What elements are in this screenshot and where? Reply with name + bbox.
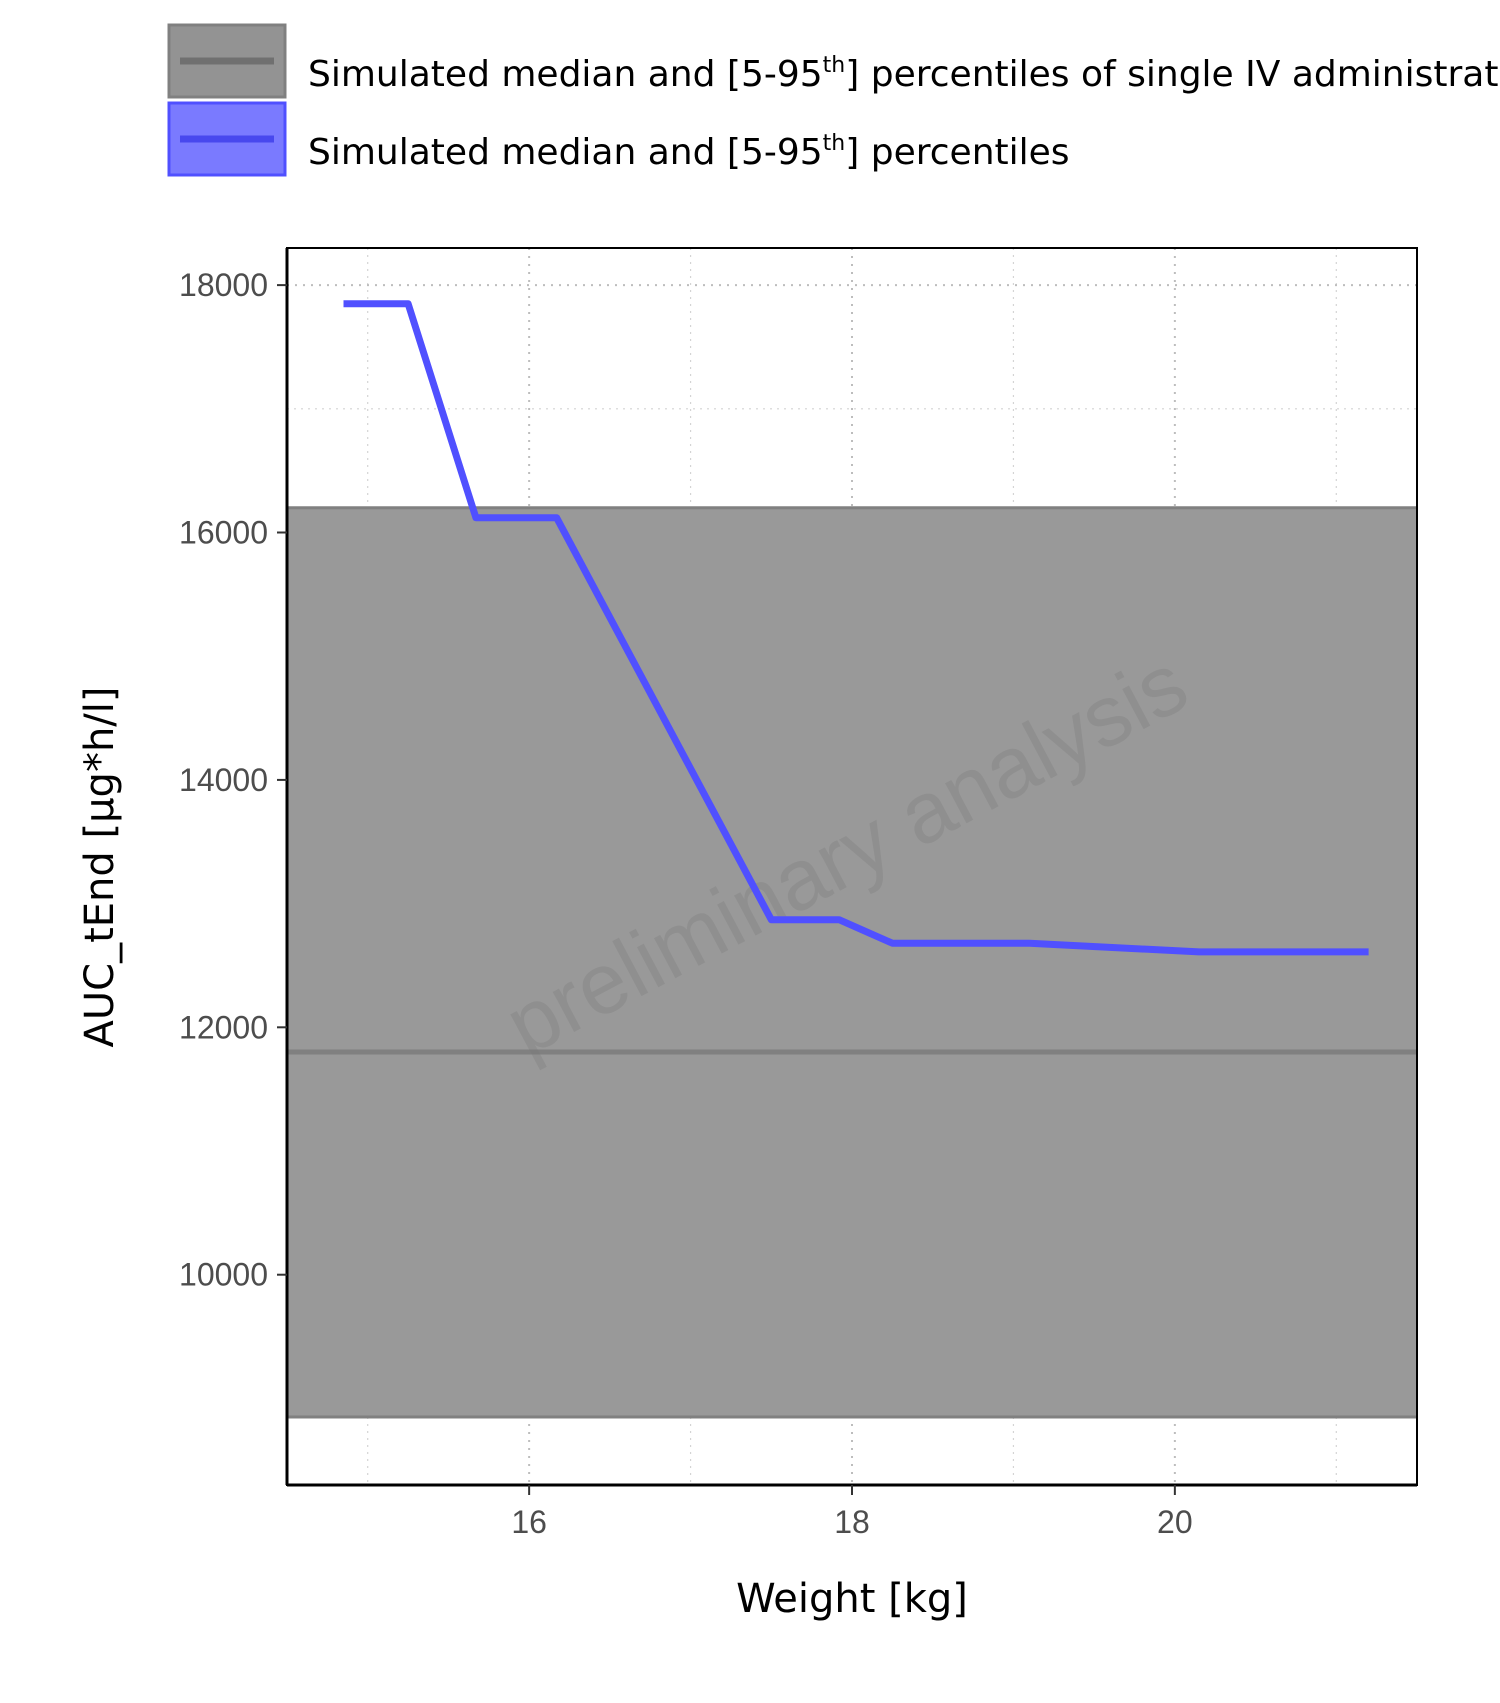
y-tick-label: 10000 [179, 1257, 268, 1293]
legend: Simulated median and [5-95th] percentile… [167, 23, 1500, 177]
reference-band [287, 506, 1417, 1419]
series-line [343, 300, 1369, 956]
reference-band-area [287, 507, 1417, 1417]
series-layer [343, 300, 1369, 956]
x-tick-label: 16 [511, 1504, 547, 1540]
y-axis-title: AUC_tEnd [µg*h/l] [77, 687, 123, 1048]
y-tick-label: 14000 [179, 762, 268, 798]
legend-label-simulation: Simulated median and [5-95th] percentile… [308, 131, 1070, 173]
y-axis-ticks: 10000 12000 14000 16000 18000 [179, 267, 287, 1293]
legend-item-reference: Simulated median and [5-95th] percentile… [167, 23, 1500, 99]
x-axis-title: Weight [kg] [736, 1576, 968, 1622]
x-tick-label: 20 [1157, 1504, 1193, 1540]
y-tick-label: 12000 [179, 1009, 268, 1045]
legend-item-simulation: Simulated median and [5-95th] percentile… [167, 101, 1070, 177]
x-tick-label: 18 [834, 1504, 870, 1540]
x-axis-ticks: 16 18 20 [511, 1485, 1193, 1540]
y-tick-label: 16000 [179, 515, 268, 551]
legend-label-reference: Simulated median and [5-95th] percentile… [308, 53, 1500, 95]
y-tick-label: 18000 [179, 267, 268, 303]
